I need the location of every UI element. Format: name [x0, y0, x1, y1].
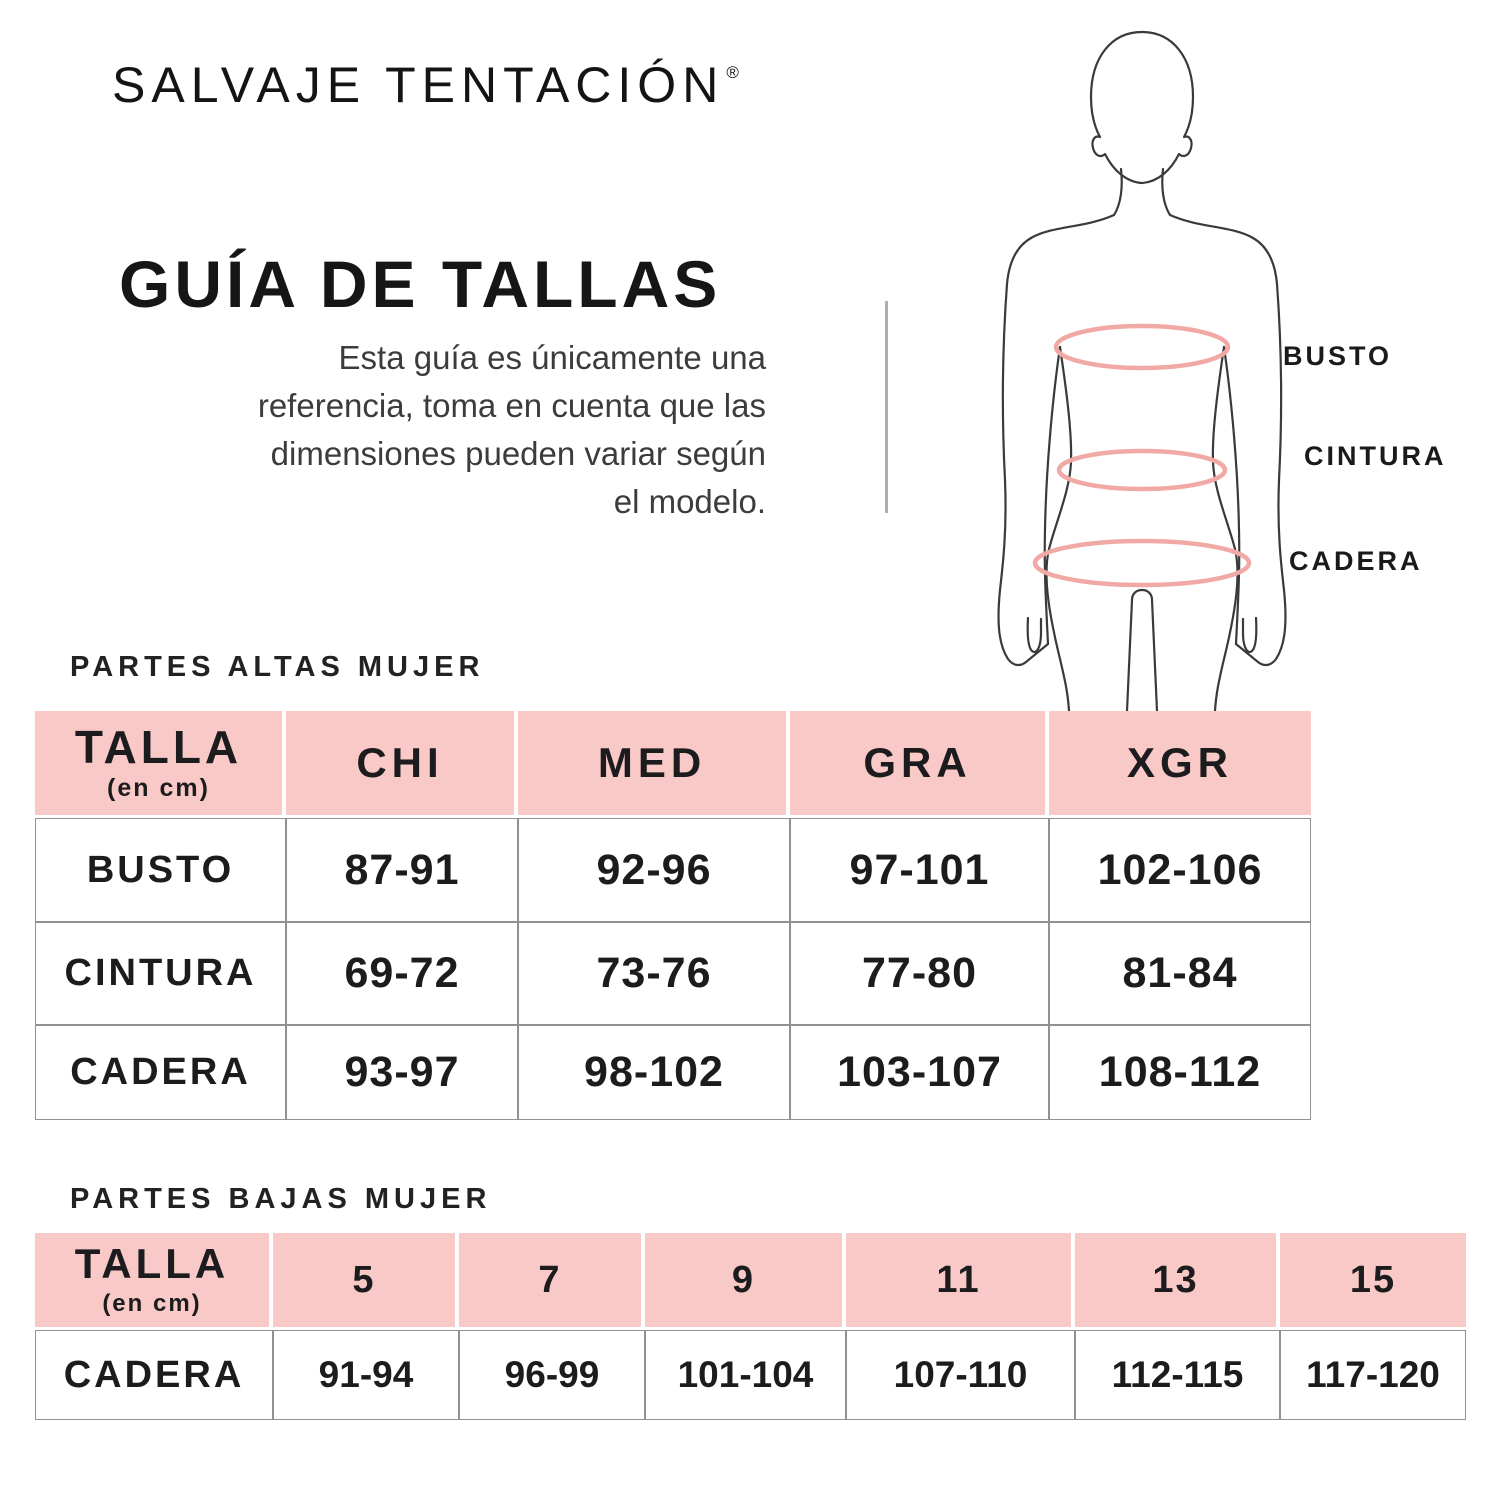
- header-cell-size: 7: [459, 1233, 645, 1330]
- value-cell: 101-104: [645, 1330, 846, 1420]
- talla-unit: (en cm): [107, 774, 210, 803]
- value-cell: 117-120: [1280, 1330, 1466, 1420]
- value-cell: 98-102: [518, 1025, 790, 1120]
- value-cell: 97-101: [790, 818, 1049, 922]
- brand-logo: SALVAJE TENTACIÓN ®: [112, 56, 739, 114]
- description-line: el modelo.: [613, 483, 766, 520]
- row-label: CADERA: [35, 1025, 286, 1120]
- section-title-lower: PARTES BAJAS MUJER: [70, 1183, 492, 1215]
- value-cell: 107-110: [846, 1330, 1075, 1420]
- arm-inner-right: [1222, 345, 1241, 646]
- talla-label: TALLA: [74, 720, 243, 773]
- vertical-divider: [885, 301, 888, 513]
- value-cell: 93-97: [286, 1025, 518, 1120]
- head-outline: [1089, 30, 1195, 185]
- value-cell: 87-91: [286, 818, 518, 922]
- row-label: CINTURA: [35, 922, 286, 1025]
- header-cell-size: 9: [645, 1233, 846, 1330]
- torso-left: [1045, 345, 1073, 713]
- bust-measure-ellipse: [1053, 323, 1231, 371]
- body-figure: [955, 22, 1385, 713]
- figure-label-cadera: CADERA: [1289, 546, 1423, 576]
- thumb-right: [1241, 616, 1258, 654]
- header-cell-size: MED: [518, 711, 790, 818]
- header-cell-size: 13: [1075, 1233, 1280, 1330]
- talla-label: TALLA: [74, 1240, 230, 1288]
- arm-inner-left: [1043, 345, 1062, 646]
- measurement-lines: [1032, 323, 1252, 588]
- value-cell: 77-80: [790, 922, 1049, 1025]
- section-title-upper: PARTES ALTAS MUJER: [70, 651, 485, 683]
- waist-measure-ellipse: [1056, 448, 1228, 492]
- upper-sizes-table: TALLA (en cm) CHI MED GRA XGR BUSTO 87-9…: [35, 711, 1311, 1120]
- neck-left: [1029, 167, 1123, 240]
- value-cell: 108-112: [1049, 1025, 1311, 1120]
- inner-leg-gap: [1125, 588, 1159, 713]
- brand-name: SALVAJE TENTACIÓN: [112, 57, 725, 113]
- value-cell: 91-94: [273, 1330, 459, 1420]
- header-cell-talla: TALLA (en cm): [35, 711, 286, 818]
- torso-right: [1211, 345, 1239, 713]
- header-cell-talla: TALLA (en cm): [35, 1233, 273, 1330]
- guide-description: Esta guía es únicamente una referencia, …: [85, 334, 766, 526]
- description-line: Esta guía es únicamente una: [338, 339, 766, 376]
- value-cell: 69-72: [286, 922, 518, 1025]
- value-cell: 81-84: [1049, 922, 1311, 1025]
- description-line: dimensiones pueden variar según: [270, 435, 766, 472]
- figure-label-busto: BUSTO: [1283, 341, 1393, 371]
- thumb-left: [1026, 616, 1043, 654]
- description-line: referencia, toma en cuenta que las: [257, 387, 766, 424]
- header-cell-size: 15: [1280, 1233, 1466, 1330]
- value-cell: 112-115: [1075, 1330, 1280, 1420]
- lower-sizes-table: TALLA (en cm) 5 7 9 11 13 15 CADERA 91-9…: [35, 1233, 1466, 1420]
- value-cell: 96-99: [459, 1330, 645, 1420]
- header-cell-size: GRA: [790, 711, 1049, 818]
- header-cell-size: 11: [846, 1233, 1075, 1330]
- body-silhouette-svg: [997, 30, 1287, 713]
- value-cell: 73-76: [518, 922, 790, 1025]
- hip-measure-ellipse: [1032, 538, 1252, 588]
- talla-unit: (en cm): [102, 1289, 202, 1317]
- figure-label-cintura: CINTURA: [1304, 441, 1447, 471]
- value-cell: 92-96: [518, 818, 790, 922]
- header-cell-size: XGR: [1049, 711, 1311, 818]
- registered-mark: ®: [726, 63, 739, 83]
- body-outline: [997, 30, 1287, 713]
- value-cell: 102-106: [1049, 818, 1311, 922]
- header-cell-size: 5: [273, 1233, 459, 1330]
- page-title: GUÍA DE TALLAS: [119, 247, 722, 321]
- neck-right: [1161, 167, 1255, 240]
- arm-outer-right: [1234, 236, 1287, 667]
- value-cell: 103-107: [790, 1025, 1049, 1120]
- header-cell-size: CHI: [286, 711, 518, 818]
- row-label: CADERA: [35, 1330, 273, 1420]
- arm-outer-left: [997, 236, 1050, 667]
- row-label: BUSTO: [35, 818, 286, 922]
